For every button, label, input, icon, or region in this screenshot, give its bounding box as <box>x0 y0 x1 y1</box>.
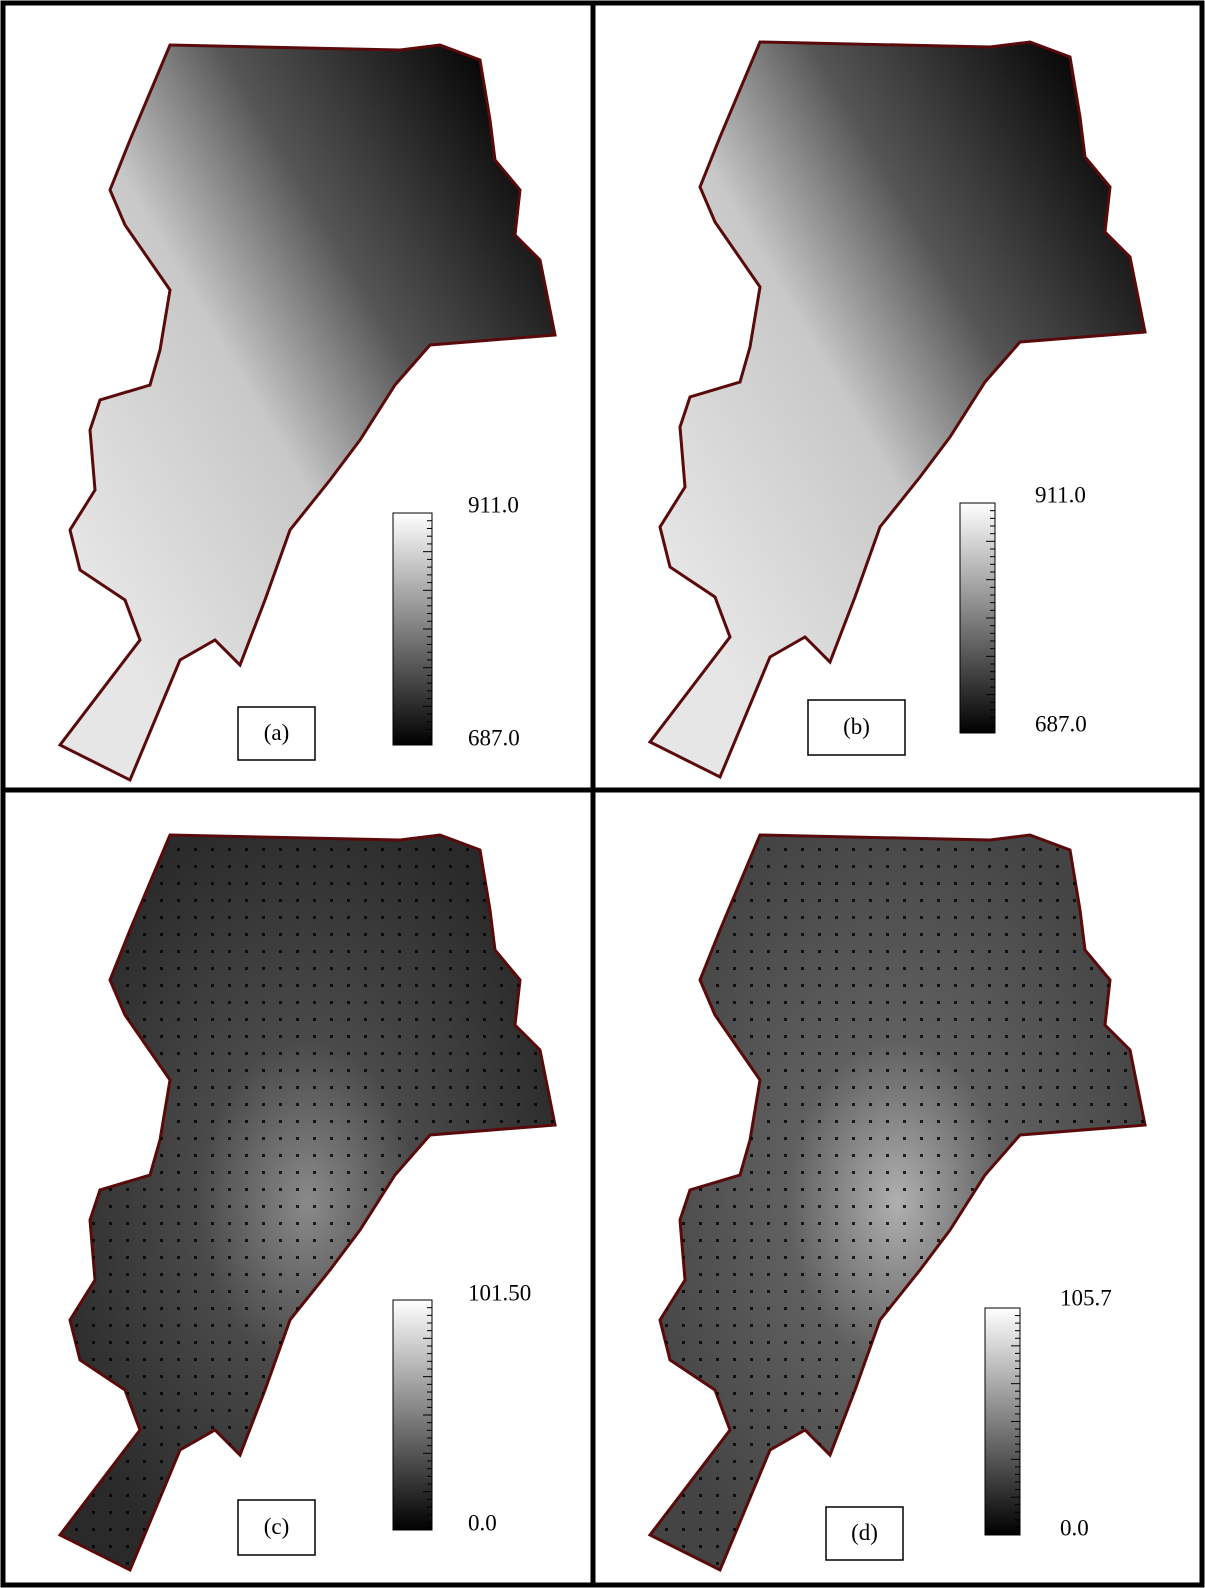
panel-label: (c) <box>264 1514 290 1539</box>
legend-max: 105.7 <box>1060 1285 1112 1310</box>
legend-min: 0.0 <box>468 1510 497 1535</box>
map-area <box>57 43 557 783</box>
legend-max: 101.50 <box>468 1280 531 1305</box>
map-area <box>647 40 1147 780</box>
legend-min: 687.0 <box>1035 711 1087 736</box>
panel-label-box <box>237 1499 316 1556</box>
panel-label: (b) <box>843 714 870 739</box>
legend-min: 0.0 <box>1060 1515 1089 1540</box>
panel-label-box <box>237 706 316 761</box>
legend-max: 911.0 <box>1035 482 1086 507</box>
legend-min: 687.0 <box>468 725 520 750</box>
map-panel <box>57 833 557 1573</box>
panel-label-box <box>825 1506 904 1561</box>
panel-label: (a) <box>264 720 290 745</box>
map-panel <box>647 833 1147 1573</box>
panel-label-box <box>807 699 906 756</box>
sample-points <box>60 835 555 1570</box>
map-panel <box>647 40 1147 780</box>
legend-max: 911.0 <box>468 492 519 517</box>
map-panel <box>57 43 557 783</box>
sample-points <box>650 835 1145 1570</box>
panel-label: (d) <box>851 1520 878 1545</box>
